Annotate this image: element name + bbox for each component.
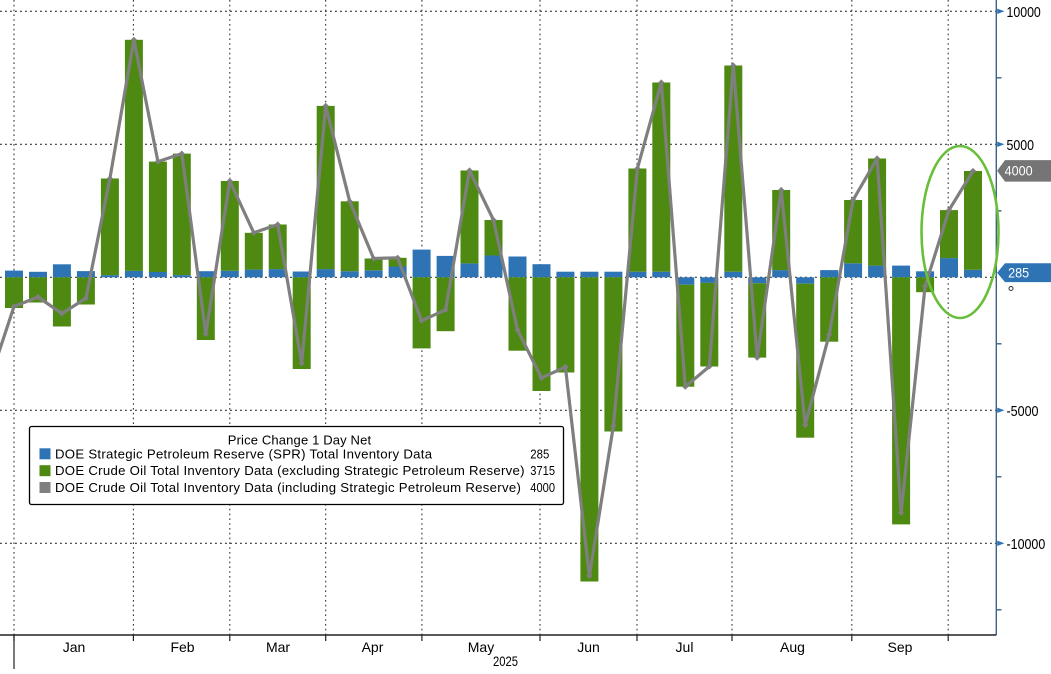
svg-text:DOE Strategic Petroleum Reserv: DOE Strategic Petroleum Reserve (SPR) To… [55,446,433,461]
svg-text:DOE Crude Oil Total Inventory: DOE Crude Oil Total Inventory Data (incl… [55,480,521,495]
svg-text:Jul: Jul [676,639,694,655]
svg-text:Feb: Feb [170,639,194,655]
svg-text:3715: 3715 [530,463,555,478]
svg-text:4000: 4000 [530,480,555,495]
svg-text:4000: 4000 [1005,164,1033,179]
svg-text:Aug: Aug [780,639,805,655]
svg-text:Price Change 1 Day Net: Price Change 1 Day Net [228,433,372,448]
svg-text:-5000: -5000 [1007,403,1039,420]
svg-text:2025: 2025 [493,653,518,669]
svg-text:-10000: -10000 [1007,536,1046,553]
svg-text:Apr: Apr [362,639,384,655]
svg-text:5000: 5000 [1007,137,1035,154]
svg-text:May: May [468,639,494,655]
svg-text:Mar: Mar [266,639,290,655]
svg-text:285: 285 [1008,266,1029,281]
svg-text:Sep: Sep [888,639,913,655]
svg-text:285: 285 [530,446,549,461]
svg-text:Jan: Jan [63,639,86,655]
svg-text:Jun: Jun [577,639,600,655]
svg-text:DOE Crude Oil Total Inventory: DOE Crude Oil Total Inventory Data (excl… [55,463,525,478]
svg-text:10000: 10000 [1007,4,1041,21]
